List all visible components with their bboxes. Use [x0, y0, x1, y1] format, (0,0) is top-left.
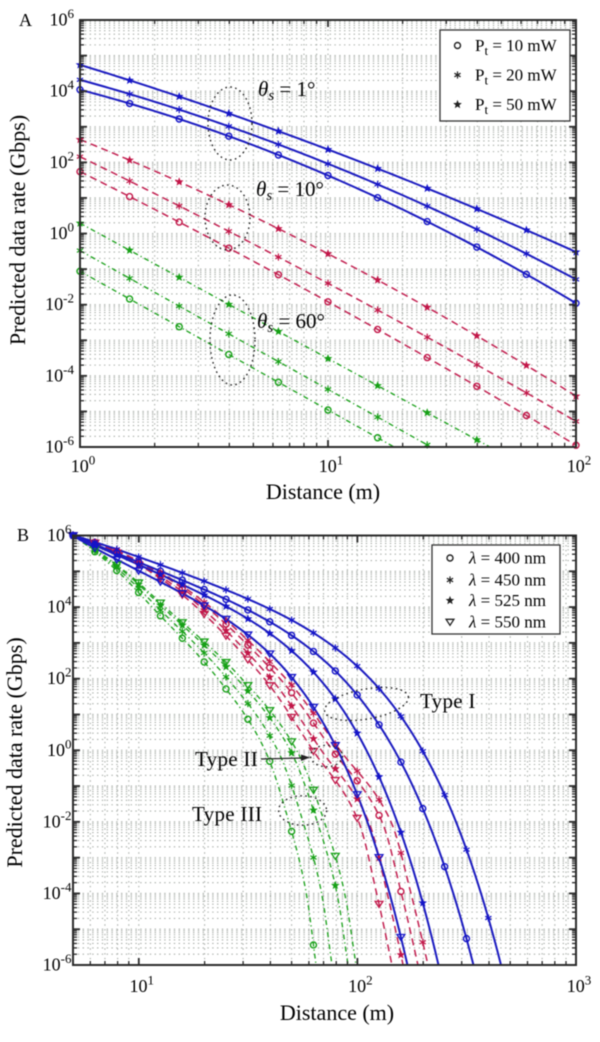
svg-text:Type III: Type III [192, 802, 262, 826]
svg-text:Pt = 20 mW: Pt = 20 mW [475, 66, 558, 88]
svg-text:B: B [17, 525, 29, 545]
svg-text:Distance (m): Distance (m) [266, 479, 380, 504]
svg-text:Predicted data rate (Gbps): Predicted data rate (Gbps) [5, 115, 30, 345]
svg-text:λ = 525 nm: λ = 525 nm [468, 591, 546, 610]
svg-text:θs = 1°: θs = 1° [258, 77, 315, 104]
svg-text:Pt = 10 mW: Pt = 10 mW [475, 36, 558, 58]
svg-text:A: A [19, 10, 32, 30]
svg-text:Type II: Type II [195, 747, 258, 771]
svg-text:λ = 400 nm: λ = 400 nm [468, 549, 546, 568]
svg-text:θs = 60°: θs = 60° [257, 309, 325, 336]
svg-text:Type I: Type I [420, 689, 476, 713]
svg-text:Predicted data rate (Gbps): Predicted data rate (Gbps) [2, 637, 27, 867]
svg-text:θs = 10°: θs = 10° [256, 177, 324, 204]
svg-text:λ = 550 nm: λ = 550 nm [468, 613, 546, 632]
svg-text:λ = 450 nm: λ = 450 nm [468, 571, 546, 590]
svg-text:Distance (m): Distance (m) [280, 1000, 394, 1025]
svg-text:Pt = 50 mW: Pt = 50 mW [475, 95, 558, 117]
